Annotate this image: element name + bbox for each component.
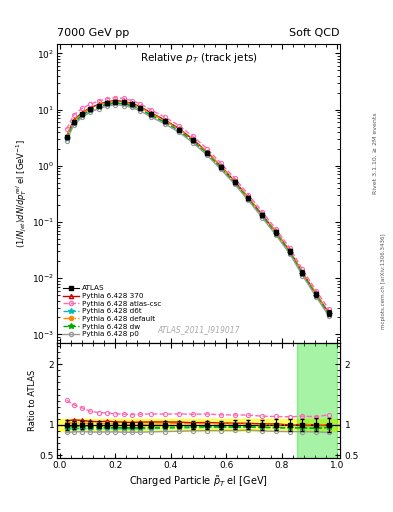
Y-axis label: Ratio to ATLAS: Ratio to ATLAS <box>28 370 37 431</box>
Bar <box>57 419 340 431</box>
Text: mcplots.cern.ch [arXiv:1306.3436]: mcplots.cern.ch [arXiv:1306.3436] <box>381 234 386 329</box>
Text: Rivet 3.1.10, ≥ 2M events: Rivet 3.1.10, ≥ 2M events <box>373 113 378 195</box>
Text: Relative $p_T$ (track jets): Relative $p_T$ (track jets) <box>140 51 257 65</box>
Text: 7000 GeV pp: 7000 GeV pp <box>57 28 129 38</box>
Y-axis label: $(1/N_{jet})dN/dp^{rel}_T$ el [GeV$^{-1}$]: $(1/N_{jet})dN/dp^{rel}_T$ el [GeV$^{-1}… <box>15 139 29 248</box>
Legend: ATLAS, Pythia 6.428 370, Pythia 6.428 atlas-csc, Pythia 6.428 d6t, Pythia 6.428 : ATLAS, Pythia 6.428 370, Pythia 6.428 at… <box>61 283 163 339</box>
X-axis label: Charged Particle $\tilde{p}_T$ el [GeV]: Charged Particle $\tilde{p}_T$ el [GeV] <box>129 474 268 489</box>
Bar <box>297 343 337 458</box>
Text: Soft QCD: Soft QCD <box>290 28 340 38</box>
Text: ATLAS_2011_I919017: ATLAS_2011_I919017 <box>157 325 240 334</box>
